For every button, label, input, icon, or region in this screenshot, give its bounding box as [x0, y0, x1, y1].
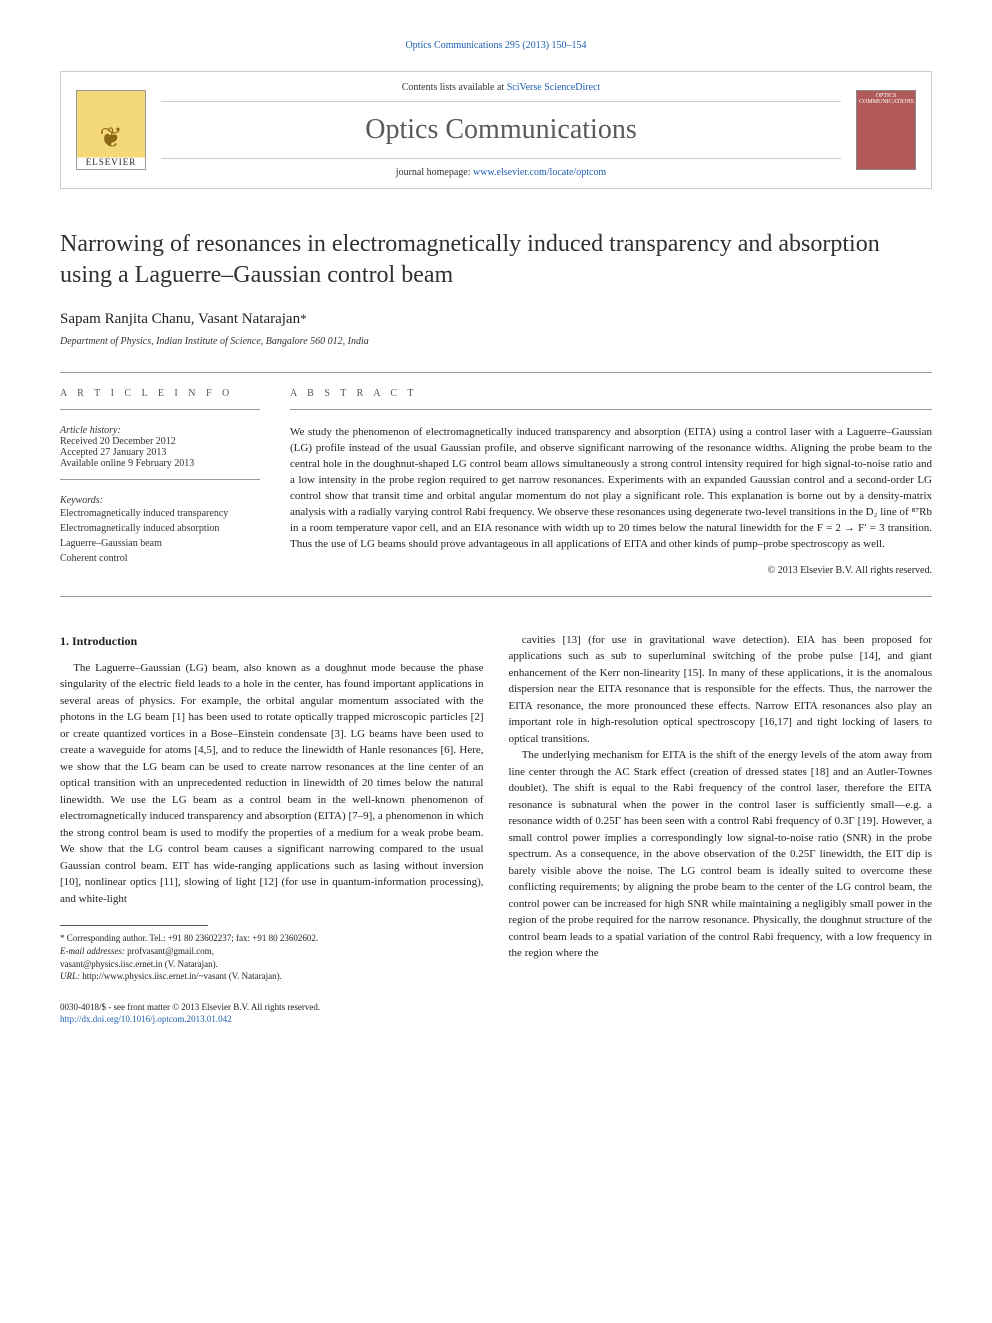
footnote-separator: [60, 925, 208, 926]
keywords-label: Keywords:: [60, 495, 260, 506]
abstract-copyright: © 2013 Elsevier B.V. All rights reserved…: [290, 565, 932, 576]
history-accepted: Accepted 27 January 2013: [60, 447, 260, 458]
email-label: E-mail addresses:: [60, 946, 125, 956]
authors-names: Sapam Ranjita Chanu, Vasant Natarajan: [60, 311, 300, 327]
footnotes-block: * Corresponding author. Tel.: +91 80 236…: [60, 932, 484, 982]
history-available: Available online 9 February 2013: [60, 458, 260, 469]
journal-header-box: ❦ ELSEVIER Contents lists available at S…: [60, 71, 932, 189]
abstract-divider: [290, 409, 932, 410]
affiliation-line: Department of Physics, Indian Institute …: [60, 336, 932, 347]
contents-prefix: Contents lists available at: [402, 82, 507, 93]
footnote-corresponding: * Corresponding author. Tel.: +91 80 236…: [60, 932, 484, 945]
elsevier-label: ELSEVIER: [86, 155, 137, 169]
info-abstract-row: A R T I C L E I N F O Article history: R…: [60, 388, 932, 576]
info-divider-1: [60, 409, 260, 410]
url-value: http://www.physics.iisc.ernet.in/~vasant…: [82, 971, 282, 981]
history-received: Received 20 December 2012: [60, 436, 260, 447]
column-right: cavities [13] (for use in gravitational …: [509, 632, 933, 1026]
keyword-item: Electromagnetically induced absorption: [60, 521, 260, 536]
homepage-line: journal homepage: www.elsevier.com/locat…: [161, 158, 841, 178]
sciencedirect-link[interactable]: SciVerse ScienceDirect: [507, 82, 601, 93]
abstract-block: A B S T R A C T We study the phenomenon …: [290, 388, 932, 576]
email-1: profvasant@gmail.com,: [127, 946, 214, 956]
body-paragraph: The underlying mechanism for EITA is the…: [509, 747, 933, 962]
elsevier-logo: ❦ ELSEVIER: [76, 90, 146, 170]
top-citation: Optics Communications 295 (2013) 150–154: [60, 40, 932, 51]
homepage-prefix: journal homepage:: [396, 167, 473, 178]
citation-link[interactable]: Optics Communications 295 (2013) 150–154: [405, 40, 586, 51]
info-divider-2: [60, 479, 260, 480]
homepage-link[interactable]: www.elsevier.com/locate/optcom: [473, 167, 606, 178]
article-info-heading: A R T I C L E I N F O: [60, 388, 260, 399]
corresponding-mark: *: [300, 311, 307, 326]
body-columns: 1. Introduction The Laguerre–Gaussian (L…: [60, 632, 932, 1026]
journal-center: Contents lists available at SciVerse Sci…: [161, 82, 841, 178]
journal-name: Optics Communications: [161, 114, 841, 146]
divider-top: [60, 372, 932, 373]
keyword-item: Coherent control: [60, 551, 260, 566]
footer-line-1: 0030-4018/$ - see front matter © 2013 El…: [60, 1001, 484, 1014]
footer-doi-link[interactable]: http://dx.doi.org/10.1016/j.optcom.2013.…: [60, 1013, 484, 1026]
body-paragraph: cavities [13] (for use in gravitational …: [509, 632, 933, 748]
keyword-item: Laguerre–Gaussian beam: [60, 536, 260, 551]
footnote-email-2: vasant@physics.iisc.ernet.in (V. Nataraj…: [60, 958, 484, 971]
footnote-url-line: URL: http://www.physics.iisc.ernet.in/~v…: [60, 970, 484, 983]
elsevier-tree-icon: ❦: [99, 121, 122, 155]
footer-block: 0030-4018/$ - see front matter © 2013 El…: [60, 1001, 484, 1026]
body-paragraph: The Laguerre–Gaussian (LG) beam, also kn…: [60, 660, 484, 908]
abstract-text: We study the phenomenon of electromagnet…: [290, 425, 932, 553]
footnote-email-line: E-mail addresses: profvasant@gmail.com,: [60, 945, 484, 958]
keyword-item: Electromagnetically induced transparency: [60, 506, 260, 521]
column-left: 1. Introduction The Laguerre–Gaussian (L…: [60, 632, 484, 1026]
contents-available: Contents lists available at SciVerse Sci…: [161, 82, 841, 102]
cover-label: OPTICS COMMUNICATIONS: [859, 93, 914, 105]
keywords-list: Electromagnetically induced transparency…: [60, 506, 260, 566]
journal-cover-thumb: OPTICS COMMUNICATIONS: [856, 90, 916, 170]
divider-bottom: [60, 596, 932, 597]
authors-line: Sapam Ranjita Chanu, Vasant Natarajan*: [60, 311, 932, 328]
history-label: Article history:: [60, 425, 260, 436]
url-label: URL:: [60, 971, 80, 981]
article-info-block: A R T I C L E I N F O Article history: R…: [60, 388, 260, 576]
article-title: Narrowing of resonances in electromagnet…: [60, 229, 932, 291]
abstract-heading: A B S T R A C T: [290, 388, 932, 399]
section-1-heading: 1. Introduction: [60, 632, 484, 650]
